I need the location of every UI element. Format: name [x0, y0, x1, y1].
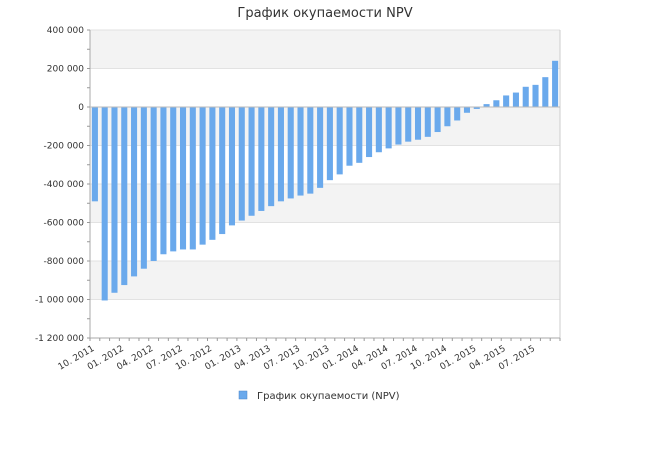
bar [395, 107, 402, 145]
bar [199, 107, 206, 245]
y-tick-label: -600 000 [44, 219, 85, 229]
bar [228, 107, 236, 226]
bar [189, 107, 196, 250]
y-tick-label: -200 000 [44, 142, 85, 152]
y-tick-label: -1 000 000 [35, 296, 84, 306]
y-tick-label: -800 000 [44, 257, 85, 267]
y-tick-label: -400 000 [44, 180, 85, 190]
bar [414, 107, 422, 140]
bar [219, 107, 226, 235]
bar [385, 107, 392, 149]
bar [522, 86, 529, 107]
y-tick-label: 0 [78, 103, 84, 113]
bar [248, 107, 255, 216]
bar [170, 107, 177, 252]
legend-label: График окупаемости (NPV) [257, 391, 400, 402]
bar [287, 107, 294, 199]
bar [483, 104, 490, 107]
bar [375, 107, 382, 153]
bar [258, 107, 265, 211]
bar [160, 107, 167, 255]
bar [434, 107, 441, 133]
bar [542, 77, 549, 107]
bar [150, 107, 157, 261]
bar [444, 107, 451, 127]
bar [356, 107, 363, 163]
bar [238, 107, 245, 221]
plot-background [90, 29, 560, 339]
bar [131, 107, 138, 277]
legend-swatch [238, 390, 248, 400]
bar [111, 107, 118, 293]
grid-band [90, 184, 560, 223]
y-tick-label: 200 000 [47, 65, 84, 75]
y-tick-label: -1 200 000 [35, 334, 84, 344]
bar [101, 107, 108, 301]
bar [463, 107, 471, 113]
chart-title: График окупаемости NPV [237, 6, 412, 21]
grid-band [90, 107, 560, 146]
y-tick-label: 400 000 [47, 26, 84, 36]
grid-band [90, 261, 560, 300]
bar [552, 60, 559, 107]
bar [532, 84, 539, 107]
bar [179, 107, 187, 250]
legend: График окупаемости (NPV) [238, 390, 400, 402]
bar [336, 107, 343, 175]
bar [424, 107, 431, 137]
bar [503, 95, 510, 107]
bar [512, 92, 519, 107]
bar [91, 107, 98, 202]
bar [317, 107, 324, 188]
bar-series [91, 60, 559, 301]
bar [366, 107, 373, 158]
bar [140, 107, 147, 269]
bar [209, 107, 216, 240]
bar [297, 107, 304, 196]
bar [405, 107, 412, 142]
bar [307, 107, 314, 194]
grid-band [90, 30, 560, 69]
bar [454, 107, 461, 121]
bar [326, 107, 333, 181]
bar [121, 107, 128, 286]
bar [493, 100, 500, 107]
bar [346, 107, 353, 166]
bar [268, 107, 275, 207]
bar [473, 107, 480, 109]
bar [277, 107, 284, 202]
